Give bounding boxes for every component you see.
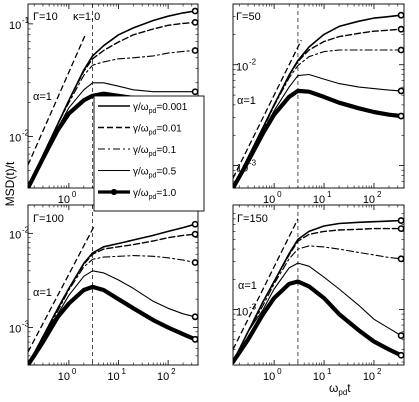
plot-area (28, 205, 198, 365)
x-tick-exponent: 1 (327, 190, 332, 199)
series-line-4 (233, 262, 402, 363)
y-tick-label: 10 (236, 307, 248, 319)
y-tick-label: 10 (9, 229, 21, 241)
x-tick-label: 10 (58, 371, 70, 383)
y-axis-label: MSD(t)/t (3, 161, 17, 206)
x-tick-label: 10 (263, 371, 275, 383)
series-endpoint-marker (191, 47, 199, 54)
series-endpoint-marker (397, 25, 405, 33)
legend: γ/ωpd=0.001 γ/ωpd=0.01 γ/ωpd=0.1 γ/ωpd=0.5 γ… (93, 95, 205, 212)
series-endpoint-marker (397, 332, 405, 339)
series-line-1 (233, 14, 402, 188)
series-endpoint-marker (397, 217, 405, 224)
series-endpoint-marker (191, 335, 199, 343)
series-line-3 (233, 245, 402, 363)
alpha-guide-line (233, 39, 302, 179)
panel-annotation: κ=1.0 (73, 11, 100, 23)
series-endpoint-marker (397, 11, 405, 19)
legend-label: γ/ωpd=0.001 (133, 102, 188, 115)
series-line-2 (233, 227, 402, 363)
x-tick-exponent: 0 (72, 190, 77, 199)
x-tick-label: 10 (363, 371, 375, 383)
series-endpoint-marker (191, 259, 199, 266)
series-endpoint-marker (397, 351, 405, 359)
x-tick-label: 10 (107, 371, 119, 383)
x-tick-label: 10 (363, 194, 375, 206)
y-tick-exponent: -3 (249, 159, 257, 168)
panel-annotation: Γ=50 (236, 11, 261, 23)
panel-annotation: α=1 (237, 95, 256, 107)
series-line-3 (233, 49, 402, 188)
x-tick-exponent: 2 (377, 367, 382, 376)
alpha-guide-line (233, 218, 299, 350)
series-line-5 (233, 279, 404, 365)
series-endpoint-marker (191, 220, 199, 228)
x-tick-label: 10 (58, 194, 70, 206)
x-tick-exponent: 0 (277, 367, 282, 376)
alpha-guide-line (28, 33, 87, 166)
x-tick-label: 10 (263, 194, 275, 206)
series-endpoint-marker (397, 255, 405, 263)
series-line-2 (233, 28, 402, 188)
legend-label: γ/ωpd=0.01 (133, 124, 182, 137)
panel-annotation: α=1 (33, 91, 52, 103)
series-endpoint-marker (191, 88, 199, 96)
series-line-3 (28, 255, 196, 365)
panel-annotation: Γ=10 (33, 11, 58, 23)
legend-label: γ/ωpd=1.0 (133, 188, 177, 201)
panel-frame (232, 204, 405, 366)
plot-area (233, 4, 404, 188)
series-line-2 (28, 21, 196, 188)
series-line-3 (28, 49, 196, 188)
y-tick-exponent: -2 (249, 58, 257, 67)
series-endpoint-marker (191, 7, 199, 15)
y-tick-label: 10 (9, 133, 21, 145)
x-axis-label: ωpdt (329, 381, 351, 397)
x-tick-exponent: 1 (122, 367, 127, 376)
panel-annotation: Γ=100 (33, 213, 64, 225)
panel-frame (232, 3, 405, 189)
y-tick-exponent: -3 (22, 320, 30, 329)
x-tick-label: 10 (157, 371, 169, 383)
y-tick-exponent: -2 (22, 129, 30, 138)
x-tick-exponent: 2 (377, 190, 382, 199)
x-tick-exponent: 1 (327, 367, 332, 376)
panel-frame (27, 204, 199, 366)
x-tick-label: 10 (313, 194, 325, 206)
series-endpoint-marker (191, 19, 199, 26)
x-tick-exponent: 2 (171, 367, 176, 376)
series-endpoint-marker (191, 230, 199, 238)
panel-annotation: α=1 (238, 280, 257, 292)
legend-label: γ/ωpd=0.5 (133, 167, 177, 180)
legend-label: γ/ωpd=0.1 (133, 145, 177, 158)
y-tick-label: 10 (9, 324, 21, 336)
series-line-5 (28, 284, 198, 365)
y-tick-label: 10 (236, 62, 248, 74)
panel-annotation: α=1 (33, 287, 52, 299)
x-tick-label: 10 (313, 371, 325, 383)
series-endpoint-marker (397, 87, 405, 95)
series-line-4 (233, 73, 402, 188)
y-tick-exponent: -3 (249, 303, 257, 312)
series-line-2 (28, 233, 196, 365)
series-line-5 (233, 88, 404, 188)
x-tick-exponent: 0 (72, 367, 77, 376)
y-tick-label: 10 (236, 163, 248, 175)
series-endpoint-marker (397, 225, 405, 233)
y-tick-label: 10 (9, 20, 21, 32)
y-tick-exponent: -2 (22, 225, 30, 234)
panel-annotation: Γ=150 (237, 213, 268, 225)
y-tick-exponent: -1 (22, 16, 30, 25)
panel-top-right: 10 0 10 1 10 210 -310 -2Γ=50α=1 (232, 3, 405, 206)
alpha-guide-line (28, 226, 95, 353)
series-endpoint-marker (191, 313, 199, 321)
series-endpoint-marker (397, 112, 405, 120)
plot-area (233, 205, 404, 365)
x-tick-exponent: 0 (277, 190, 282, 199)
series-endpoint-marker (397, 46, 405, 54)
legend-marker (110, 188, 118, 196)
